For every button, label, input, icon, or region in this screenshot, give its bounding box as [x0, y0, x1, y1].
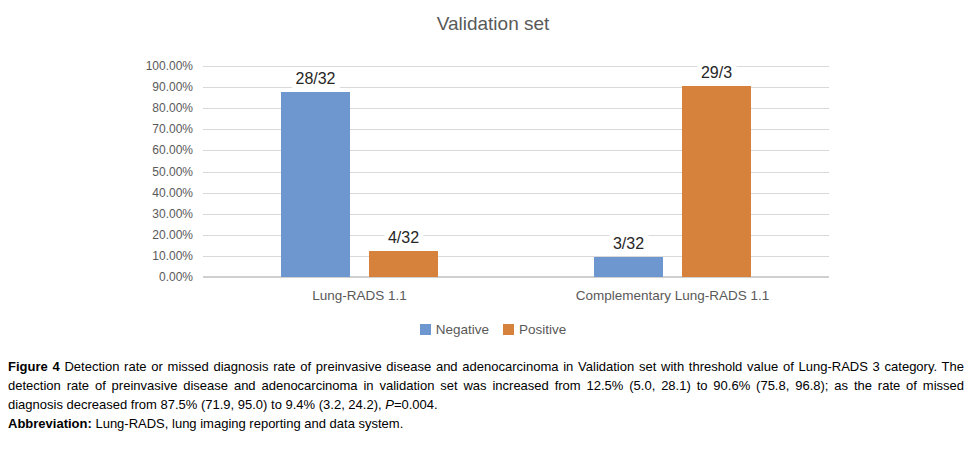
- abbreviation-label: Abbreviation:: [8, 416, 92, 431]
- figure-4-panel: Validation set 100.00% 90.00% 80.00% 70.00%…: [0, 0, 972, 451]
- x-axis-category-labels: Lung-RADS 1.1Complementary Lung-RADS 1.1: [203, 288, 829, 303]
- category-label: Complementary Lung-RADS 1.1: [516, 288, 829, 303]
- plot-area: 28/32 4/32 3/32 29/3: [203, 66, 829, 277]
- legend-item-positive: Positive: [503, 322, 566, 337]
- y-axis-tick-label: 70.00%: [152, 122, 193, 136]
- bar-group: 3/32 29/3: [516, 66, 829, 277]
- p-value-symbol: P: [385, 397, 394, 412]
- y-axis-tick-labels: 100.00%90.00%80.00%70.00%60.00%50.00%40.…: [0, 66, 193, 277]
- y-axis-tick-label: 30.00%: [152, 207, 193, 221]
- y-axis-tick-label: 10.00%: [152, 249, 193, 263]
- bar-group: 28/32 4/32: [203, 66, 516, 277]
- bar-value-label: 3/32: [609, 235, 648, 253]
- y-axis-tick-label: 40.00%: [152, 186, 193, 200]
- caption-text-before-p: Detection rate or missed diagnosis rate …: [8, 359, 964, 412]
- y-axis-tick-label: 50.00%: [152, 165, 193, 179]
- bar-positive-2: 29/3: [682, 86, 751, 277]
- bar-value-label: 28/32: [291, 70, 339, 88]
- caption-text-after-p: =0.004.: [394, 397, 438, 412]
- y-axis-tick-label: 20.00%: [152, 228, 193, 242]
- figure-caption: Figure 4 Detection rate or missed diagno…: [8, 357, 964, 433]
- bar-value-label: 29/3: [697, 64, 736, 82]
- legend-item-negative: Negative: [420, 322, 489, 337]
- bar-negative-1: 28/32: [281, 92, 350, 277]
- bar-negative-2: 3/32: [594, 257, 663, 277]
- y-axis-tick-label: 90.00%: [152, 80, 193, 94]
- legend-label: Negative: [436, 322, 489, 337]
- bar-groups: 28/32 4/32 3/32 29/3: [203, 66, 829, 277]
- y-axis-tick-label: 60.00%: [152, 143, 193, 157]
- y-axis-tick-label: 100.00%: [146, 59, 193, 73]
- abbreviation-line: Abbreviation: Lung-RADS, lung imaging re…: [8, 414, 964, 433]
- y-axis-tick-label: 0.00%: [159, 270, 193, 284]
- bar-positive-1: 4/32: [369, 251, 438, 277]
- legend-swatch-icon: [503, 324, 514, 335]
- legend-label: Positive: [519, 322, 566, 337]
- caption-paragraph: Figure 4 Detection rate or missed diagno…: [8, 357, 964, 414]
- chart-legend: Negative Positive: [130, 322, 856, 337]
- legend-swatch-icon: [420, 324, 431, 335]
- abbreviation-text: Lung-RADS, lung imaging reporting and da…: [95, 416, 403, 431]
- category-label: Lung-RADS 1.1: [203, 288, 516, 303]
- y-axis-tick-label: 80.00%: [152, 101, 193, 115]
- chart-title: Validation set: [130, 13, 856, 35]
- bar-value-label: 4/32: [384, 229, 423, 247]
- figure-label: Figure 4: [8, 359, 60, 374]
